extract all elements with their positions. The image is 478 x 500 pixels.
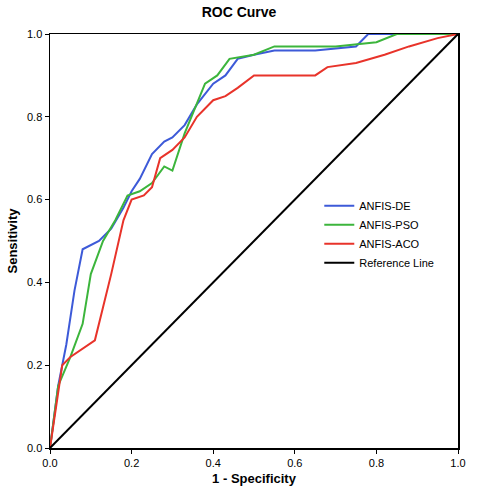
svg-text:0.2: 0.2 <box>27 359 42 371</box>
svg-text:1.0: 1.0 <box>450 457 465 469</box>
svg-text:Sensitivity: Sensitivity <box>5 208 20 274</box>
svg-text:Reference Line: Reference Line <box>359 257 434 269</box>
svg-text:1.0: 1.0 <box>27 28 42 40</box>
svg-text:0.4: 0.4 <box>27 276 42 288</box>
svg-text:0.0: 0.0 <box>27 442 42 454</box>
svg-text:ANFIS-DE: ANFIS-DE <box>359 200 410 212</box>
svg-text:0.8: 0.8 <box>27 111 42 123</box>
svg-text:ANFIS-PSO: ANFIS-PSO <box>359 219 419 231</box>
svg-text:0.8: 0.8 <box>369 457 384 469</box>
svg-text:1 - Specificity: 1 - Specificity <box>212 471 297 486</box>
svg-text:0.0: 0.0 <box>42 457 57 469</box>
svg-text:0.6: 0.6 <box>287 457 302 469</box>
svg-text:0.2: 0.2 <box>124 457 139 469</box>
svg-text:ROC Curve: ROC Curve <box>202 4 277 20</box>
svg-text:0.6: 0.6 <box>27 193 42 205</box>
svg-text:ANFIS-ACO: ANFIS-ACO <box>359 238 419 250</box>
svg-text:0.4: 0.4 <box>206 457 221 469</box>
